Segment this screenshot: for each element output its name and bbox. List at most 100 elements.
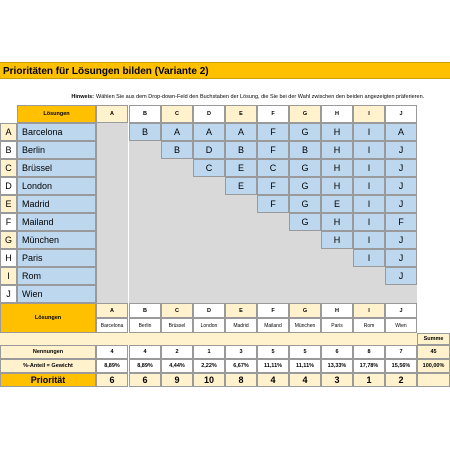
- choice-cell-3-4[interactable]: E: [225, 177, 257, 195]
- empty-cell: [225, 249, 257, 267]
- choice-cell-3-5[interactable]: F: [257, 177, 289, 195]
- choice-cell-0-3[interactable]: A: [193, 123, 225, 141]
- anteil-value: 11,11%: [257, 359, 289, 373]
- footer-letter-J: J: [385, 303, 417, 318]
- choice-cell-0-1[interactable]: B: [129, 123, 161, 141]
- empty-cell: [257, 231, 289, 249]
- anteil-value: 11,11%: [289, 359, 321, 373]
- choice-cell-0-7[interactable]: H: [321, 123, 353, 141]
- anteil-value: 8,89%: [129, 359, 161, 373]
- choice-cell-2-9[interactable]: J: [385, 159, 417, 177]
- empty-cell: [193, 267, 225, 285]
- choice-cell-1-6[interactable]: B: [289, 141, 321, 159]
- choice-cell-0-4[interactable]: A: [225, 123, 257, 141]
- choice-cell-3-6[interactable]: G: [289, 177, 321, 195]
- empty-cell: [129, 249, 161, 267]
- prioritaet-total: [417, 373, 450, 387]
- footer-letter-G: G: [289, 303, 321, 318]
- footer-city-7: Paris: [321, 318, 353, 333]
- footer-loesungen: Lösungen: [0, 303, 96, 333]
- choice-cell-1-8[interactable]: I: [353, 141, 385, 159]
- choice-cell-6-8[interactable]: I: [353, 231, 385, 249]
- choice-cell-8-9[interactable]: J: [385, 267, 417, 285]
- header-letter-J: J: [385, 105, 417, 123]
- choice-cell-4-9[interactable]: J: [385, 195, 417, 213]
- choice-cell-0-9[interactable]: A: [385, 123, 417, 141]
- footer-letter-B: B: [129, 303, 161, 318]
- choice-cell-5-8[interactable]: I: [353, 213, 385, 231]
- choice-cell-0-2[interactable]: A: [161, 123, 193, 141]
- nennungen-value: 7: [385, 345, 417, 359]
- header-letter-D: D: [193, 105, 225, 123]
- choice-cell-7-8[interactable]: I: [353, 249, 385, 267]
- empty-cell: [289, 249, 321, 267]
- empty-cell: [321, 285, 353, 303]
- anteil-value: 15,56%: [385, 359, 417, 373]
- hint-text: Wählen Sie aus dem Drop-down-Feld den Bu…: [96, 94, 425, 100]
- empty-cell: [257, 285, 289, 303]
- prioritaet-value: 2: [385, 373, 417, 387]
- choice-cell-1-2[interactable]: B: [161, 141, 193, 159]
- choice-cell-1-3[interactable]: D: [193, 141, 225, 159]
- choice-cell-1-4[interactable]: B: [225, 141, 257, 159]
- choice-cell-2-4[interactable]: E: [225, 159, 257, 177]
- row-letter-E: E: [0, 195, 17, 213]
- empty-cell: [129, 285, 161, 303]
- choice-cell-6-9[interactable]: J: [385, 231, 417, 249]
- choice-cell-4-5[interactable]: F: [257, 195, 289, 213]
- choice-cell-0-6[interactable]: G: [289, 123, 321, 141]
- hint-label: Hinweis:: [71, 94, 94, 100]
- footer-letter-D: D: [193, 303, 225, 318]
- choice-cell-2-6[interactable]: G: [289, 159, 321, 177]
- choice-cell-3-9[interactable]: J: [385, 177, 417, 195]
- choice-cell-4-6[interactable]: G: [289, 195, 321, 213]
- choice-cell-1-5[interactable]: F: [257, 141, 289, 159]
- row-city-5: Mailand: [17, 213, 96, 231]
- choice-cell-4-8[interactable]: I: [353, 195, 385, 213]
- choice-cell-0-5[interactable]: F: [257, 123, 289, 141]
- empty-cell: [129, 195, 161, 213]
- footer-letter-F: F: [257, 303, 289, 318]
- anteil-value: 6,67%: [225, 359, 257, 373]
- choice-cell-2-7[interactable]: H: [321, 159, 353, 177]
- choice-cell-2-5[interactable]: C: [257, 159, 289, 177]
- empty-cell: [321, 249, 353, 267]
- prioritaet-value: 3: [321, 373, 353, 387]
- empty-cell: [96, 195, 128, 213]
- row-letter-C: C: [0, 159, 17, 177]
- header-letter-H: H: [321, 105, 353, 123]
- nennungen-label: Nennungen: [0, 345, 96, 359]
- choice-cell-3-8[interactable]: I: [353, 177, 385, 195]
- row-city-0: Barcelona: [17, 123, 96, 141]
- choice-cell-5-9[interactable]: F: [385, 213, 417, 231]
- nennungen-total: 45: [417, 345, 450, 359]
- footer-city-6: München: [289, 318, 321, 333]
- choice-cell-0-8[interactable]: I: [353, 123, 385, 141]
- choice-cell-2-3[interactable]: C: [193, 159, 225, 177]
- empty-cell: [321, 267, 353, 285]
- choice-cell-5-6[interactable]: G: [289, 213, 321, 231]
- empty-cell: [161, 195, 193, 213]
- choice-cell-6-7[interactable]: H: [321, 231, 353, 249]
- footer-city-0: Barcelona: [96, 318, 128, 333]
- choice-cell-1-7[interactable]: H: [321, 141, 353, 159]
- nennungen-value: 6: [321, 345, 353, 359]
- choice-cell-2-8[interactable]: I: [353, 159, 385, 177]
- anteil-label: %-Anteil = Gewicht: [0, 359, 96, 373]
- empty-cell: [96, 249, 128, 267]
- empty-cell: [129, 177, 161, 195]
- choice-cell-5-7[interactable]: H: [321, 213, 353, 231]
- choice-cell-1-9[interactable]: J: [385, 141, 417, 159]
- empty-cell: [96, 141, 128, 159]
- anteil-value: 17,78%: [353, 359, 385, 373]
- footer-city-8: Rom: [353, 318, 385, 333]
- choice-cell-7-9[interactable]: J: [385, 249, 417, 267]
- empty-cell: [129, 141, 161, 159]
- row-letter-B: B: [0, 141, 17, 159]
- empty-cell: [225, 285, 257, 303]
- choice-cell-4-7[interactable]: E: [321, 195, 353, 213]
- row-city-9: Wien: [17, 285, 96, 303]
- empty-cell: [129, 213, 161, 231]
- empty-cell: [289, 285, 321, 303]
- choice-cell-3-7[interactable]: H: [321, 177, 353, 195]
